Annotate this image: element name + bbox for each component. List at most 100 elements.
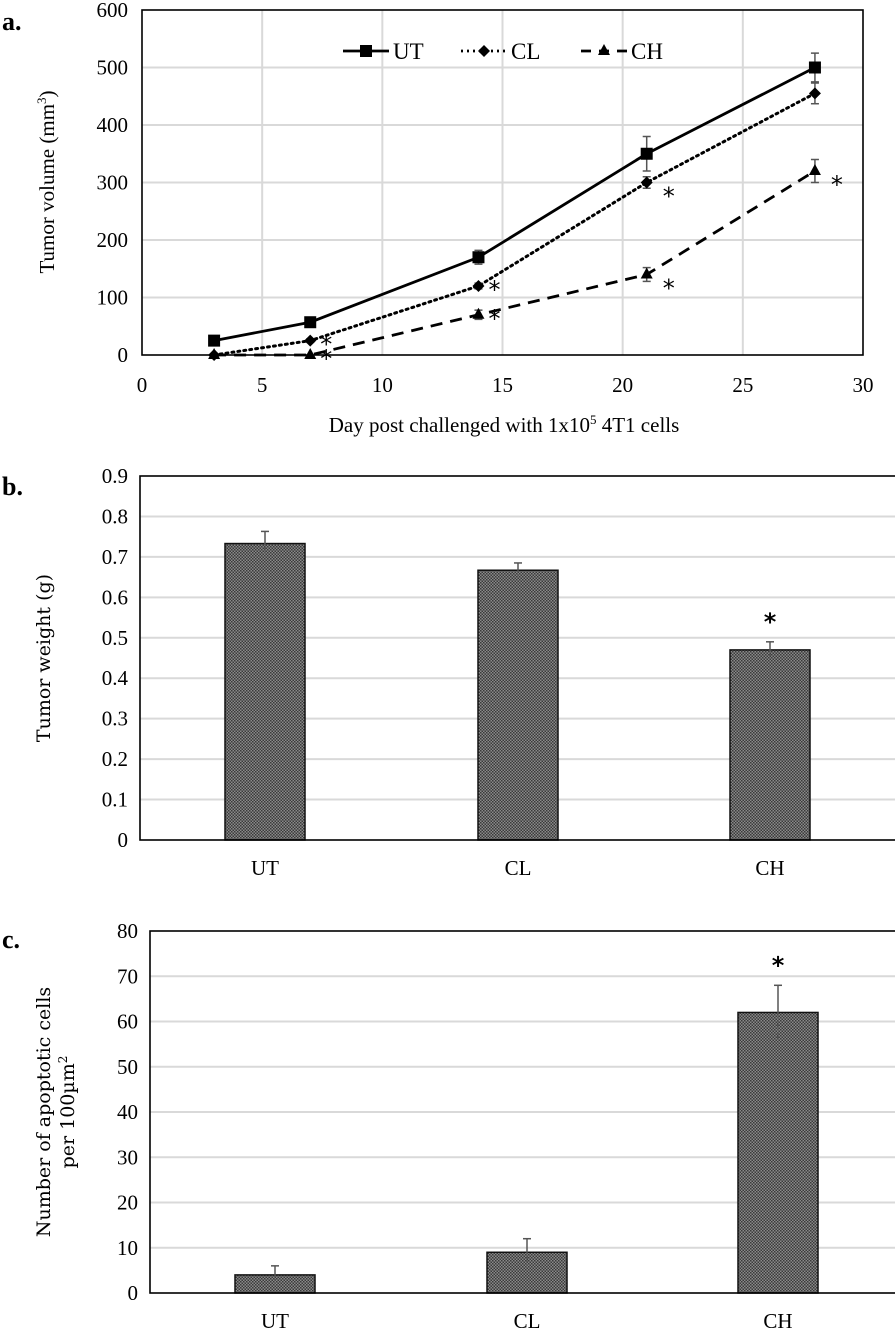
y-tick-label: 80 (117, 919, 138, 943)
marker-square (808, 61, 821, 74)
chart-c-apoptotic-cells: c. 0 10 20 30 40 50 60 70 80 * UT CL CH Number of … (2, 919, 895, 1331)
marker-triangle (304, 348, 317, 359)
legend-label: CH (631, 39, 663, 64)
significance-star: * (663, 275, 675, 303)
chart-b-ylabel: Tumor weight (g) (33, 574, 55, 742)
chart-b-tumor-weight: b. 0 0.1 0.2 0.3 0.4 0.5 0.6 0.7 0.8 0.9 * UT CL CH… (2, 464, 895, 880)
y-tick-label: 0.9 (102, 464, 128, 488)
marker-diamond (304, 334, 317, 347)
x-category-label: CL (514, 1309, 541, 1331)
y-tick-label: 50 (117, 1055, 138, 1079)
x-tick-label: 20 (612, 373, 633, 397)
y-tick-label: 0.6 (102, 585, 128, 609)
y-tick-label: 400 (97, 113, 129, 137)
legend-item-ut: UT (343, 39, 424, 64)
y-tick-label: 0.7 (102, 545, 128, 569)
x-tick-label: 10 (372, 373, 393, 397)
y-tick-label: 0.2 (102, 747, 128, 771)
y-tick-label: 10 (117, 1236, 138, 1260)
bar-ch: * (729, 608, 811, 841)
series-cl: *** (208, 82, 821, 361)
marker-triangle (208, 348, 221, 359)
x-tick-label: 15 (492, 373, 513, 397)
marker-square (472, 251, 485, 264)
significance-star: * (831, 171, 843, 199)
x-tick-label: 30 (853, 373, 874, 397)
x-tick-label: 5 (257, 373, 268, 397)
bar (477, 569, 559, 841)
y-tick-label: 0.3 (102, 707, 128, 731)
y-tick-label: 200 (97, 228, 129, 252)
y-tick-label: 0 (118, 343, 129, 367)
y-tick-label: 0 (118, 828, 129, 852)
y-tick-label: 0.4 (102, 666, 129, 690)
series-line (212, 91, 817, 357)
bar (486, 1251, 568, 1294)
significance-star: * (488, 305, 500, 333)
marker-square (208, 334, 221, 347)
y-tick-label: 30 (117, 1145, 138, 1169)
x-category-label: UT (261, 1309, 289, 1331)
marker-diamond (472, 280, 485, 292)
y-tick-label: 0.5 (102, 626, 128, 650)
series-ut (208, 52, 821, 347)
chart-a-xlabel: Day post challenged with 1x105 4T1 cells (329, 412, 680, 437)
bar (729, 649, 811, 841)
significance-star: * (320, 345, 332, 373)
panel-label-b: b. (2, 472, 23, 501)
x-category-label: CH (755, 856, 784, 880)
marker-triangle (808, 164, 821, 175)
marker-diamond (640, 176, 653, 189)
y-tick-label: 100 (97, 286, 129, 310)
chart-c-ylabel-line2: per 100µm2 (56, 1056, 79, 1169)
y-tick-label: 0.8 (102, 504, 128, 528)
marker-square (360, 45, 372, 57)
significance-star: * (764, 608, 777, 636)
x-category-label: UT (251, 856, 279, 880)
marker-diamond (478, 45, 490, 57)
marker-triangle (472, 307, 485, 319)
chart-b-frame (139, 475, 895, 841)
y-tick-label: 300 (97, 171, 129, 195)
marker-triangle (598, 44, 610, 55)
y-tick-label: 0.1 (102, 788, 128, 812)
y-tick-label: 600 (97, 0, 129, 22)
legend-item-cl: CL (461, 39, 540, 64)
y-tick-label: 0 (128, 1281, 139, 1305)
legend-item-ch: CH (581, 39, 663, 64)
chart-c-ylabel-line1: Number of apoptotic cells (33, 987, 55, 1237)
panel-label-a: a. (2, 7, 22, 36)
legend-label: CL (511, 39, 540, 64)
x-category-label: CL (505, 856, 532, 880)
bar-cl (477, 562, 559, 841)
chart-a-legend: UT CL CH (343, 39, 663, 64)
bar-ut (224, 530, 306, 841)
chart-a-frame (141, 9, 864, 356)
panel-label-c: c. (2, 925, 20, 954)
legend-label: UT (393, 39, 424, 64)
bar (737, 1011, 819, 1294)
chart-a-ylabel: Tumor volume (mm3) (34, 90, 59, 273)
y-tick-label: 20 (117, 1191, 138, 1215)
significance-star: * (772, 951, 785, 979)
series-ch: **** (208, 158, 843, 373)
chart-c-frame (149, 930, 895, 1294)
y-tick-label: 60 (117, 1010, 138, 1034)
y-tick-label: 70 (117, 964, 138, 988)
x-tick-label: 25 (732, 373, 753, 397)
y-tick-label: 500 (97, 56, 129, 80)
y-tick-label: 40 (117, 1100, 138, 1124)
marker-triangle (640, 267, 653, 279)
significance-star: * (663, 183, 675, 211)
x-category-label: CH (763, 1309, 792, 1331)
marker-square (640, 147, 653, 160)
bar (224, 542, 306, 841)
series-line (213, 66, 816, 343)
marker-square (304, 316, 317, 329)
significance-star: * (488, 276, 500, 304)
marker-diamond (808, 87, 821, 100)
x-tick-label: 0 (137, 373, 148, 397)
bar-ut (234, 1265, 316, 1294)
